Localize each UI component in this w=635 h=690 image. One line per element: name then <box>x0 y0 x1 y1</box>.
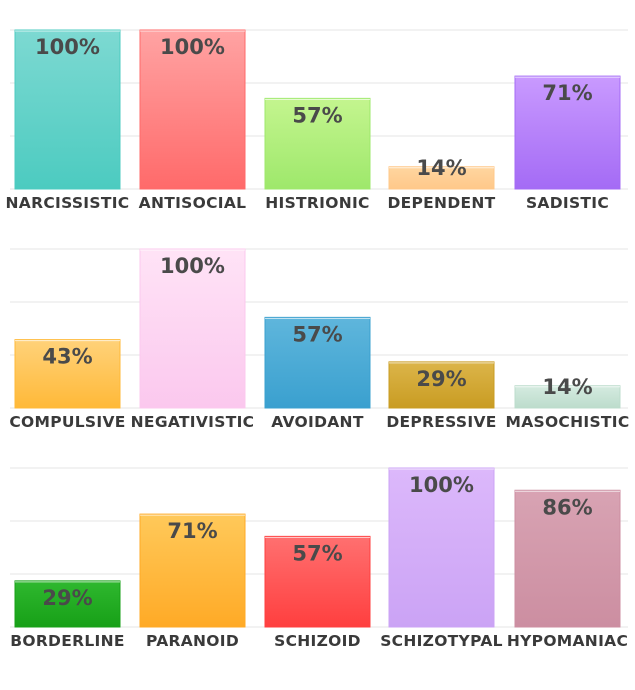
category-label-depressive: DEPRESSIVE <box>386 413 496 431</box>
category-label-dependent: DEPENDENT <box>387 194 495 212</box>
bar-histrionic <box>264 97 371 190</box>
category-label-antisocial: ANTISOCIAL <box>139 194 247 212</box>
category-label-histrionic: HISTRIONIC <box>265 194 369 212</box>
category-label-avoidant: AVOIDANT <box>271 413 364 431</box>
bar-chart-2: 43% COMPULSIVE 100% NEGATIVISTIC 57% AVOIDANT… <box>9 248 629 431</box>
value-label-narcissistic: 100% <box>35 35 100 59</box>
bar-dependent <box>388 166 495 190</box>
category-label-hypomaniac: HYPOMANIAC <box>507 632 628 650</box>
bar-borderline <box>14 580 121 628</box>
value-label-histrionic: 57% <box>292 103 342 127</box>
bar-schizoid <box>264 535 371 628</box>
category-label-negativistic: NEGATIVISTIC <box>131 413 255 431</box>
category-label-paranoid: PARANOID <box>146 632 239 650</box>
bar-hypomaniac <box>514 489 621 628</box>
chart-panel-2: 43% COMPULSIVE 100% NEGATIVISTIC 57% AVOIDANT… <box>0 219 635 438</box>
category-label-compulsive: COMPULSIVE <box>9 413 125 431</box>
value-label-compulsive: 43% <box>42 345 92 369</box>
value-label-sadistic: 71% <box>542 81 592 105</box>
chart-panel-1: 100% NARCISSISTIC 100% ANTISOCIAL 57% HISTRIO… <box>0 0 635 219</box>
bar-compulsive <box>14 339 121 409</box>
value-label-borderline: 29% <box>42 586 92 610</box>
bar-narcissistic <box>14 29 121 190</box>
bar-chart-3: 29% BORDERLINE 71% PARANOID 57% SCHIZOID 100% S… <box>10 467 628 650</box>
bar-sadistic <box>514 75 621 190</box>
value-label-hypomaniac: 86% <box>542 495 592 519</box>
category-label-schizotypal: SCHIZOTYPAL <box>380 632 503 650</box>
category-label-sadistic: SADISTIC <box>526 194 609 212</box>
value-label-paranoid: 71% <box>167 519 217 543</box>
value-label-antisocial: 100% <box>160 35 225 59</box>
value-label-negativistic: 100% <box>160 254 225 278</box>
category-label-narcissistic: NARCISSISTIC <box>6 194 130 212</box>
bar-antisocial <box>139 29 246 190</box>
value-label-schizoid: 57% <box>292 541 342 565</box>
value-label-avoidant: 57% <box>292 322 342 346</box>
category-label-borderline: BORDERLINE <box>10 632 125 650</box>
value-label-dependent: 14% <box>416 156 466 180</box>
category-label-masochistic: MASOCHISTIC <box>505 413 629 431</box>
value-label-masochistic: 14% <box>542 375 592 399</box>
chart-panel-3: 29% BORDERLINE 71% PARANOID 57% SCHIZOID 100% S… <box>0 438 635 657</box>
bar-depressive <box>388 361 495 409</box>
value-label-schizotypal: 100% <box>409 473 474 497</box>
bar-paranoid <box>139 513 246 628</box>
bar-masochistic <box>514 385 621 409</box>
bar-negativistic <box>139 248 246 409</box>
bar-schizotypal <box>388 467 495 628</box>
bar-chart-1: 100% NARCISSISTIC 100% ANTISOCIAL 57% HISTRIO… <box>6 29 628 212</box>
category-label-schizoid: SCHIZOID <box>274 632 361 650</box>
value-label-depressive: 29% <box>416 367 466 391</box>
bar-avoidant <box>264 316 371 409</box>
